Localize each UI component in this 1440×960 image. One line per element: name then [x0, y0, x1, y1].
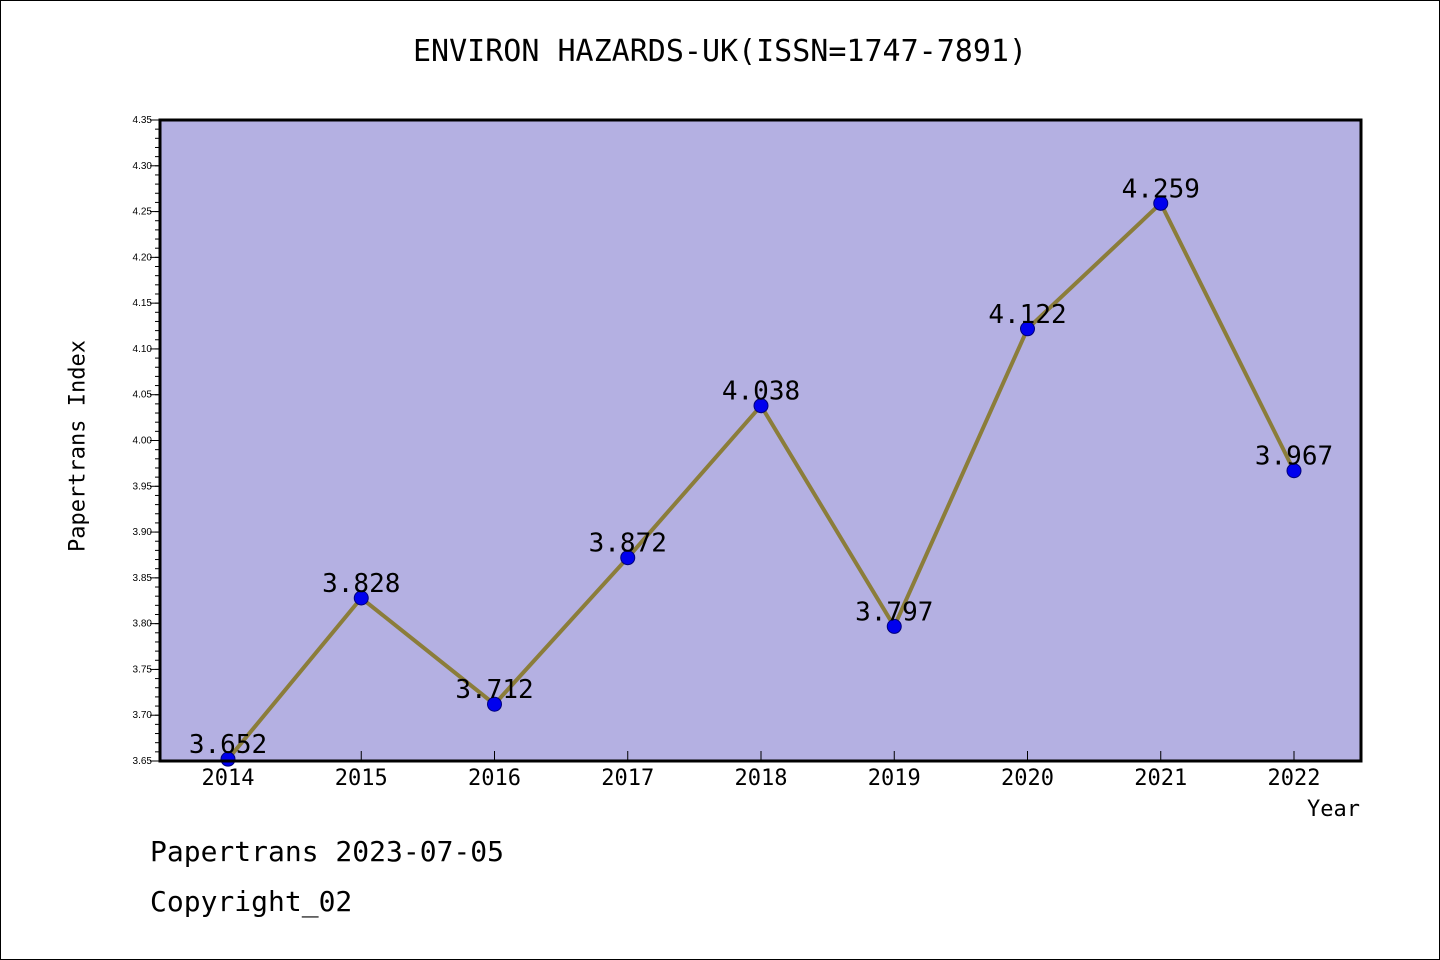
data-point: [753, 398, 769, 414]
data-label: 3.967: [1255, 442, 1333, 472]
data-label: 3.828: [322, 569, 400, 599]
data-point: [487, 696, 502, 712]
data-points: [220, 195, 1302, 767]
y-tick-label: 3.95: [133, 481, 153, 492]
x-tick-label: 2022: [1268, 766, 1321, 791]
data-label: 3.652: [189, 730, 267, 760]
y-tick-label: 3.75: [133, 664, 153, 675]
y-tick-label: 4.00: [133, 436, 153, 447]
data-label: 3.712: [455, 675, 533, 705]
y-tick-label: 3.70: [133, 710, 153, 721]
y-tick-label: 4.35: [133, 115, 153, 126]
y-tick-label: 4.20: [133, 252, 153, 263]
plot-area: [160, 120, 1361, 761]
footer-date: Papertrans 2023-07-05: [150, 835, 505, 868]
x-tick-label: 2021: [1134, 766, 1187, 791]
x-axis-ticks: 2014 2015 2016 2017 2018 2019 2020 2021 2022: [202, 751, 1321, 791]
plot-border: [158, 118, 1363, 763]
y-tick-label: 4.30: [133, 161, 153, 172]
data-label: 3.872: [589, 529, 667, 559]
x-tick-label: 2020: [1001, 766, 1054, 791]
data-label: 4.259: [1122, 174, 1200, 204]
y-tick-label: 4.10: [133, 344, 153, 355]
data-point: [353, 590, 369, 606]
y-tick-label: 4.25: [133, 207, 153, 218]
data-point: [220, 751, 236, 767]
y-tick-label: 3.65: [133, 756, 153, 767]
data-point: [1153, 195, 1169, 211]
data-point: [1286, 463, 1302, 479]
x-tick-label: 2017: [601, 766, 654, 791]
x-tick-label: 2019: [868, 766, 921, 791]
data-labels: 3.652 3.828 3.712 3.872 4.038 3.797 4.122 4.259…: [189, 174, 1333, 760]
y-axis-ticks: 3.65 3.70 3.75 3.80 3.85 3.90 3.95 4.00 4.05 4.10…: [133, 115, 160, 767]
x-axis-title: Year: [1307, 797, 1360, 822]
chart-title: ENVIRON HAZARDS-UK(ISSN=1747-7891): [412, 34, 1028, 69]
data-point: [620, 550, 636, 566]
data-point: [886, 618, 902, 634]
x-tick-label: 2016: [468, 766, 521, 791]
y-tick-label: 3.85: [133, 573, 153, 584]
y-tick-label: 3.80: [133, 619, 153, 630]
footer-copyright: Copyright_02: [150, 885, 353, 918]
data-label: 4.038: [722, 377, 800, 407]
x-tick-label: 2015: [335, 766, 388, 791]
data-point: [1020, 321, 1035, 337]
x-tick-label: 2018: [735, 766, 788, 791]
y-tick-label: 4.15: [133, 298, 153, 309]
data-label: 4.122: [988, 300, 1066, 330]
y-tick-label: 3.90: [133, 527, 153, 538]
data-label: 3.797: [855, 597, 933, 627]
y-tick-label: 4.05: [133, 390, 153, 401]
x-tick-label: 2014: [202, 766, 255, 791]
